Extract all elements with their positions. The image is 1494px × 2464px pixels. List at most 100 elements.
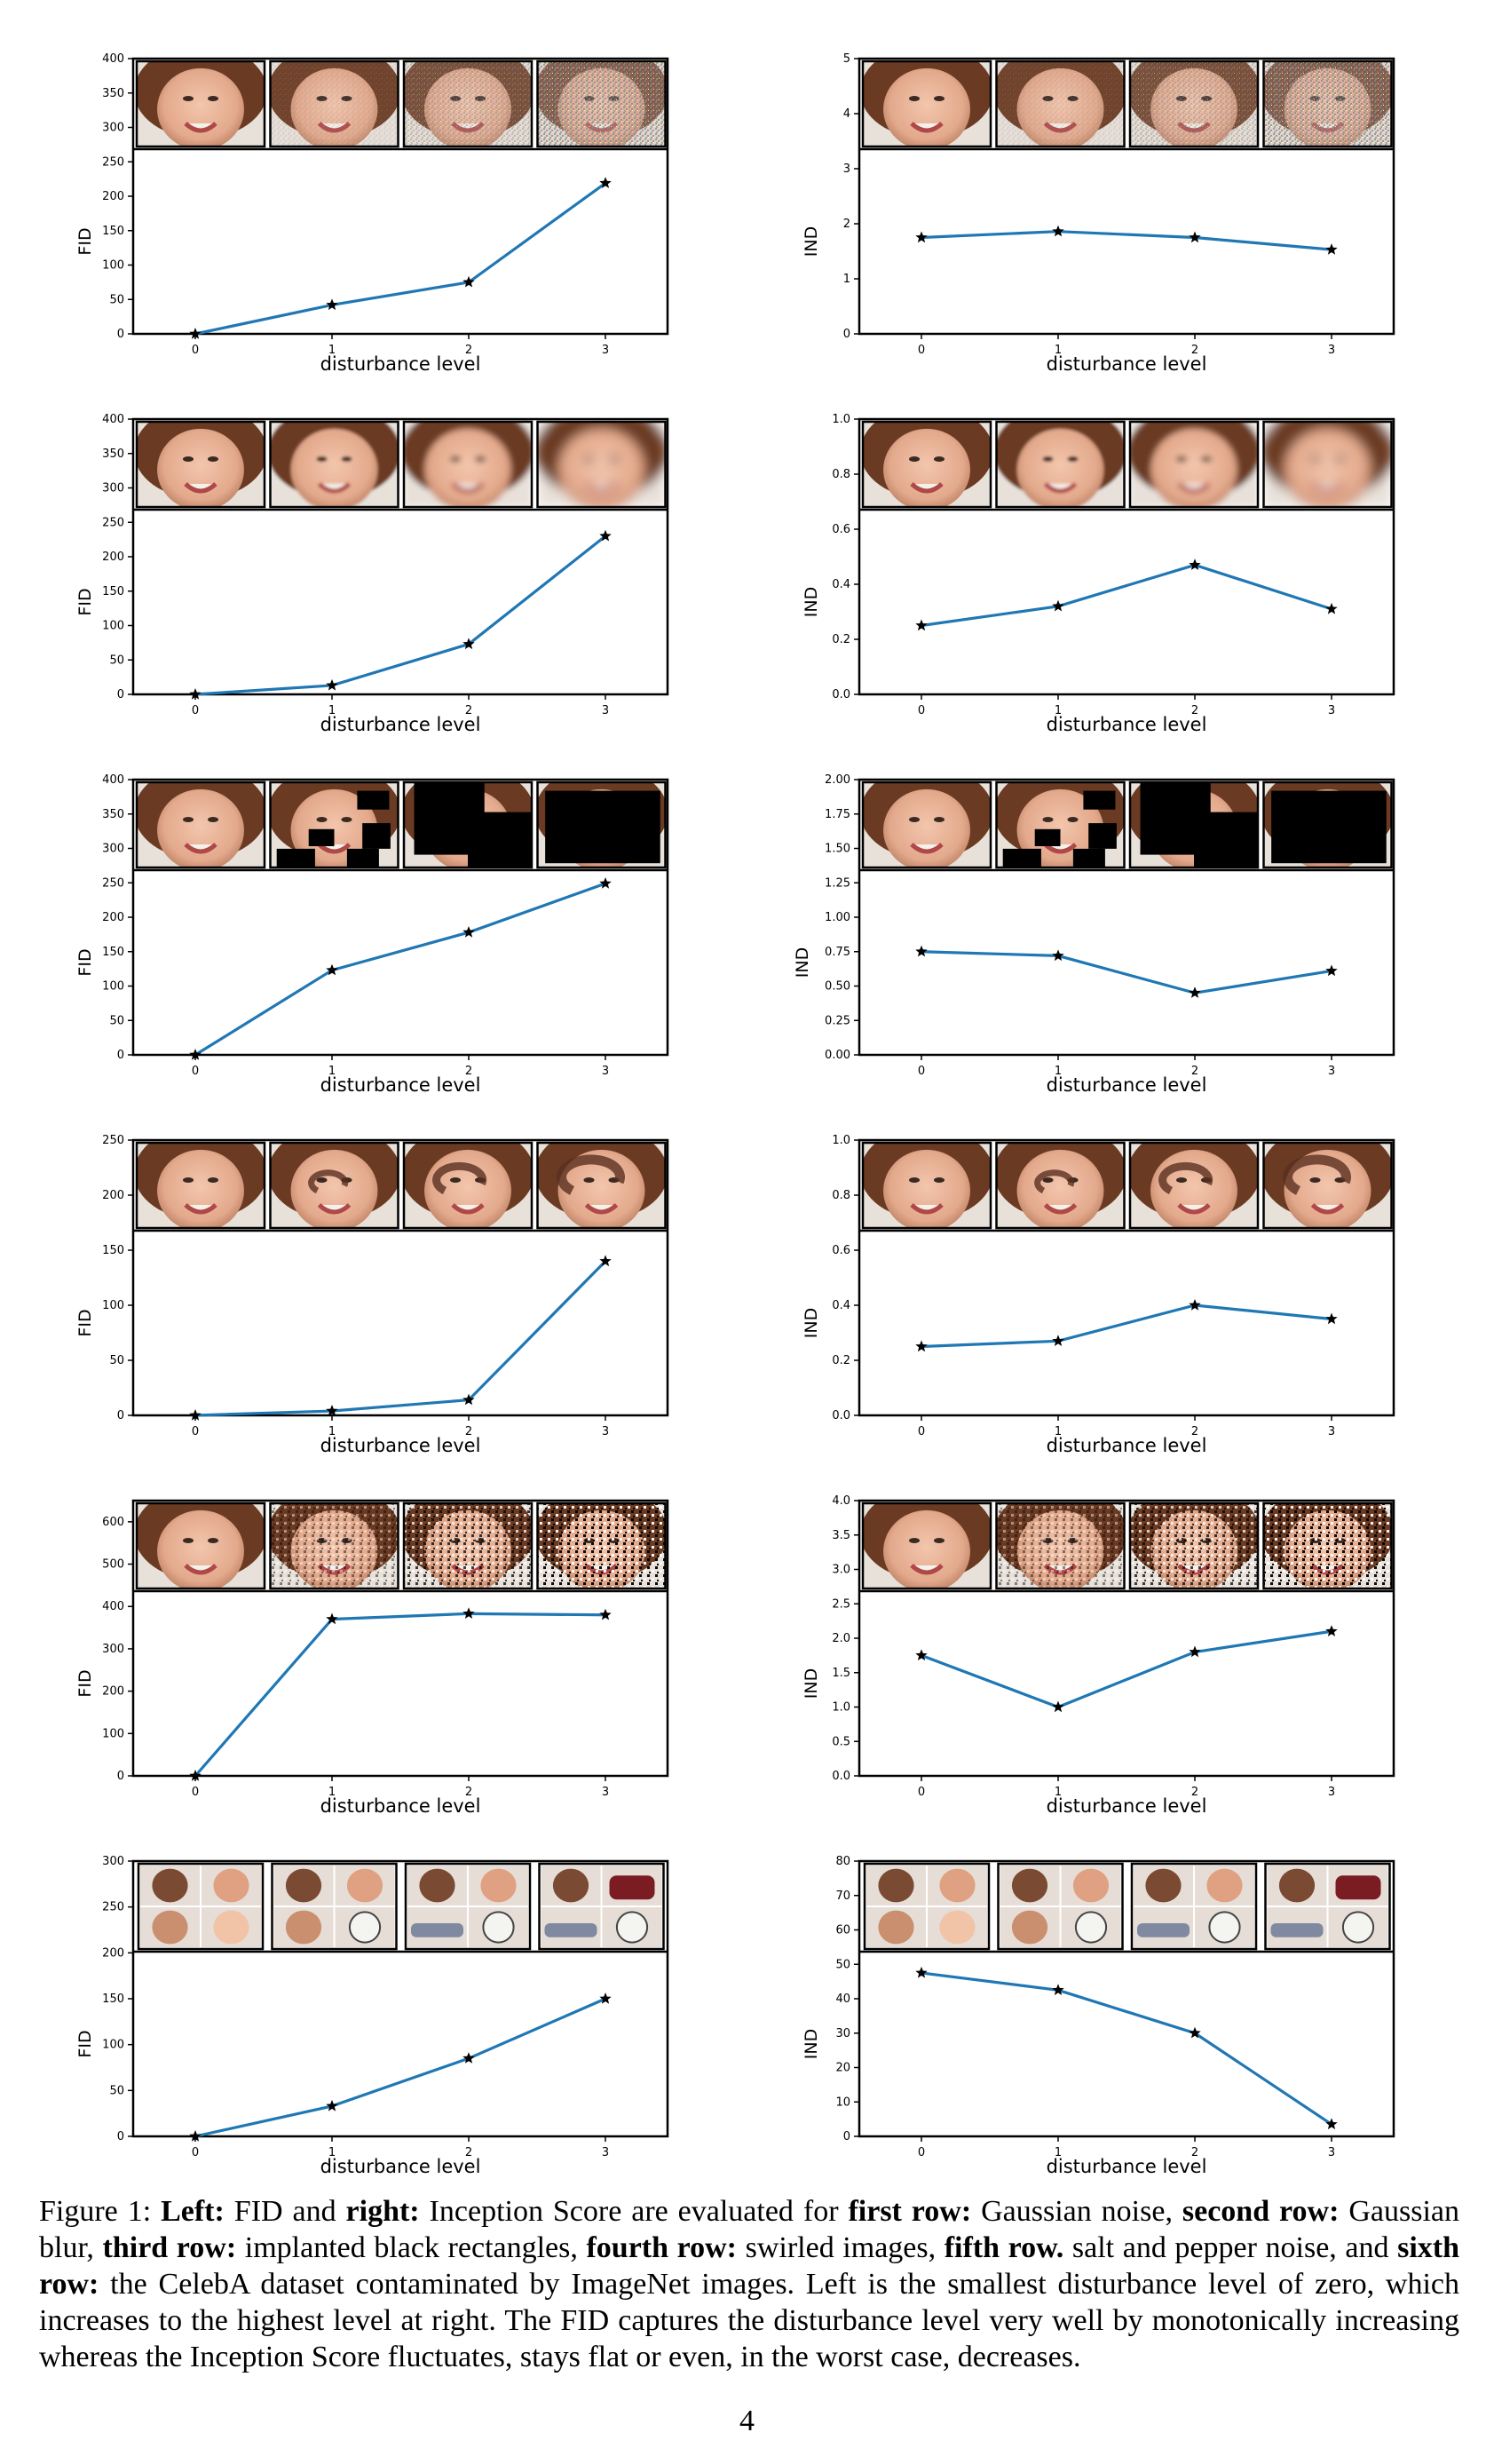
y-tick-label: 1.50 [825, 843, 850, 856]
y-tick-label: 0.4 [832, 578, 850, 591]
data-point [462, 638, 475, 650]
x-tick-label: 0 [192, 1786, 199, 1799]
data-point [1052, 949, 1064, 962]
y-tick-label: 50 [109, 1354, 124, 1367]
y-axis-label: FID [75, 588, 95, 615]
y-axis-label: FID [75, 1669, 95, 1697]
y-tick-label: 0.8 [832, 468, 850, 481]
y-tick-label: 1 [843, 273, 850, 286]
y-tick-label: 3.5 [832, 1529, 850, 1542]
face-thumbnail [537, 782, 666, 868]
face-thumbnail [270, 782, 399, 868]
y-tick-label: 250 [102, 516, 124, 529]
face-thumbnail [1263, 422, 1392, 507]
y-tick-label: 350 [102, 87, 124, 100]
y-tick-label: 150 [102, 1993, 124, 2006]
x-tick-label: 3 [1328, 344, 1335, 357]
x-tick-label: 3 [602, 1786, 609, 1799]
data-point [1325, 1625, 1338, 1636]
x-tick-label: 1 [1055, 1065, 1062, 1078]
x-tick-label: 3 [1328, 1065, 1335, 1078]
y-tick-label: 1.0 [832, 413, 850, 426]
x-axis-label: disturbance level [320, 1435, 481, 1456]
data-point [1052, 599, 1064, 612]
data-point [1052, 1700, 1064, 1713]
y-tick-label: 0 [117, 2130, 124, 2143]
data-point [462, 1393, 475, 1406]
y-tick-label: 100 [102, 980, 124, 994]
data-point [1325, 1312, 1338, 1325]
series-line [194, 882, 606, 1057]
data-point [189, 1409, 202, 1421]
face-thumbnail [1130, 782, 1258, 868]
y-tick-label: 0.0 [832, 1770, 850, 1783]
chart-panel-5-right: 0.0 0.5 1.0 1.5 2.0 2.5 3.0 3.5 4.0 0 1 2 3 disturban… [802, 1494, 1395, 1817]
clock-image [1195, 1907, 1254, 1947]
data-point [462, 926, 475, 938]
y-tick-label: 300 [102, 1643, 124, 1656]
x-axis-label: disturbance level [320, 1795, 481, 1817]
figure-caption: Figure 1: Left: FID and right: Inception… [39, 2193, 1459, 2375]
caption-right-label: right: [345, 2195, 420, 2228]
data-point [915, 945, 928, 957]
face-image [273, 1907, 334, 1947]
chart-panel-3-right: 0.00 0.25 0.50 0.75 1.00 1.25 1.50 1.75 2.00 0 1 2 3… [793, 773, 1395, 1096]
face-thumbnail [1130, 61, 1258, 147]
y-tick-label: 250 [102, 876, 124, 890]
face-thumbnail [404, 782, 532, 868]
y-tick-label: 4.0 [832, 1494, 850, 1508]
figure-label: Figure 1: [39, 2195, 162, 2228]
caption-row2-label: second row: [1182, 2195, 1340, 2228]
data-point [189, 1770, 202, 1781]
y-tick-label: 300 [102, 843, 124, 856]
series-line [194, 1997, 606, 2138]
data-point [599, 529, 612, 542]
data-point [599, 177, 612, 188]
x-tick-label: 3 [602, 344, 609, 357]
bag-image [602, 1866, 662, 1905]
x-tick-label: 1 [328, 1065, 336, 1078]
y-tick-label: 0.8 [832, 1189, 850, 1202]
data-point [915, 1340, 928, 1352]
y-tick-label: 300 [102, 122, 124, 135]
thumbnail-strip [861, 1501, 1393, 1590]
face-thumbnail [137, 1503, 265, 1589]
face-thumbnail [270, 422, 399, 507]
face-thumbnail [270, 61, 399, 147]
x-axis-label: disturbance level [1047, 353, 1207, 375]
y-tick-label: 250 [102, 155, 124, 169]
chart-panel-6-right: 0 10 20 30 40 50 60 70 80 0 1 2 3 disturbance level IN… [802, 1855, 1395, 2177]
y-tick-label: 200 [102, 1685, 124, 1699]
data-point [1052, 1984, 1064, 1995]
data-point [1052, 1335, 1064, 1346]
y-tick-label: 0.50 [825, 980, 850, 994]
caption-row3-label: third row: [102, 2231, 237, 2264]
data-point [1325, 2118, 1338, 2130]
y-tick-label: 0.2 [832, 1354, 850, 1367]
y-tick-label: 0.6 [832, 1244, 850, 1257]
caption-row1-label: first row: [848, 2195, 972, 2228]
y-tick-label: 0 [843, 2130, 850, 2143]
y-tick-label: 1.75 [825, 808, 850, 821]
clock-image [469, 1907, 528, 1947]
thumbnail-strip [863, 1862, 1391, 1951]
series-line [194, 1260, 607, 1417]
face-thumbnail [1263, 1503, 1392, 1589]
y-tick-label: 150 [102, 946, 124, 959]
y-tick-label: 50 [109, 1014, 124, 1027]
x-tick-label: 3 [602, 2146, 609, 2159]
face-thumbnail [1130, 1143, 1258, 1228]
y-tick-label: 2 [843, 218, 850, 231]
data-point [189, 2130, 202, 2142]
data-point [462, 1607, 475, 1619]
caption-row6-label: sixth row: [39, 2231, 1460, 2301]
clock-image [1328, 1907, 1388, 1947]
x-tick-label: 1 [328, 2146, 336, 2159]
face-thumbnail [996, 422, 1125, 507]
y-axis-label: IND [802, 587, 821, 617]
face-image [1000, 1907, 1060, 1947]
data-point [189, 328, 202, 339]
data-point [1325, 243, 1338, 255]
data-point [1189, 986, 1201, 998]
